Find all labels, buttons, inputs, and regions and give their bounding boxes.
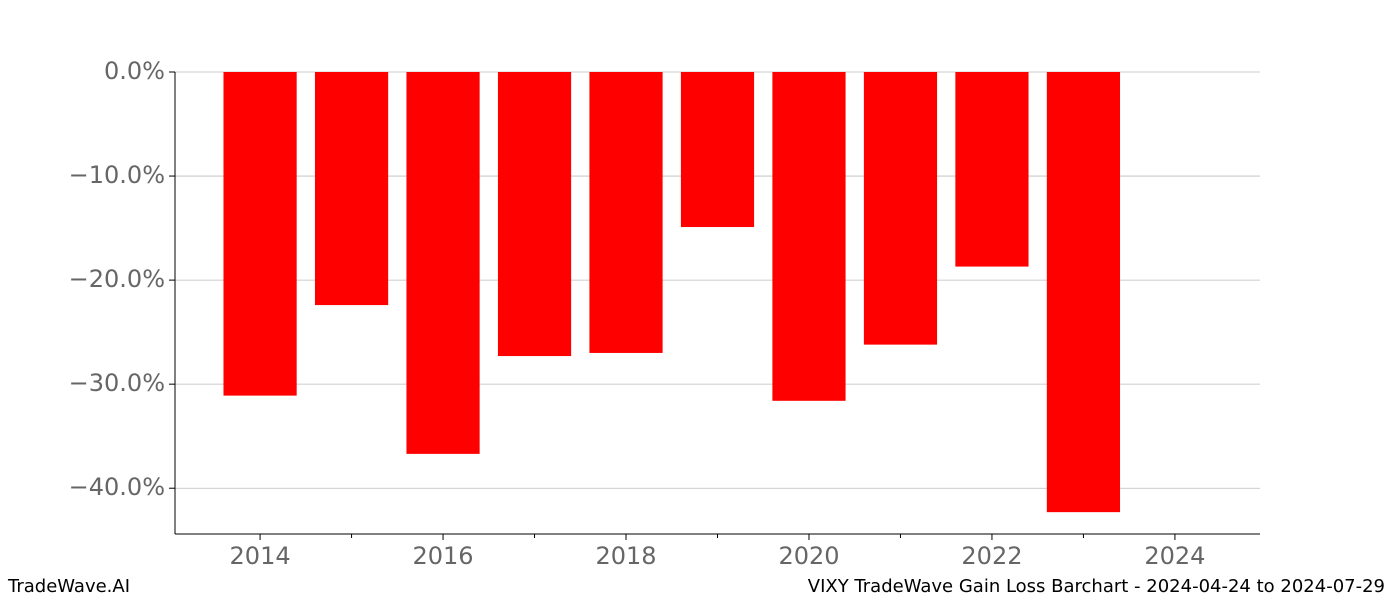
x-tick-label: 2020	[778, 542, 839, 570]
x-tick-label: 2018	[595, 542, 656, 570]
y-tick-label: −40.0%	[69, 473, 165, 501]
watermark: TradeWave.AI	[7, 576, 130, 597]
y-tick-label: 0.0%	[104, 57, 165, 85]
y-tick-label: −30.0%	[69, 369, 165, 397]
bar	[223, 72, 297, 396]
chart-title: VIXY TradeWave Gain Loss Barchart - 2024…	[808, 576, 1385, 597]
bar	[406, 72, 480, 454]
bar	[589, 72, 663, 353]
y-tick-label: −10.0%	[69, 161, 165, 189]
y-tick-label: −20.0%	[69, 265, 165, 293]
bar	[497, 72, 572, 357]
x-tick-label: 2014	[230, 542, 291, 570]
x-tick-label: 2024	[1144, 542, 1205, 570]
bar	[955, 72, 1029, 267]
bar	[680, 72, 755, 228]
bar	[863, 72, 938, 345]
bar	[1046, 72, 1121, 513]
x-tick-label: 2016	[413, 542, 474, 570]
bar	[314, 72, 389, 306]
x-tick-label: 2022	[961, 542, 1022, 570]
bar	[772, 72, 846, 401]
